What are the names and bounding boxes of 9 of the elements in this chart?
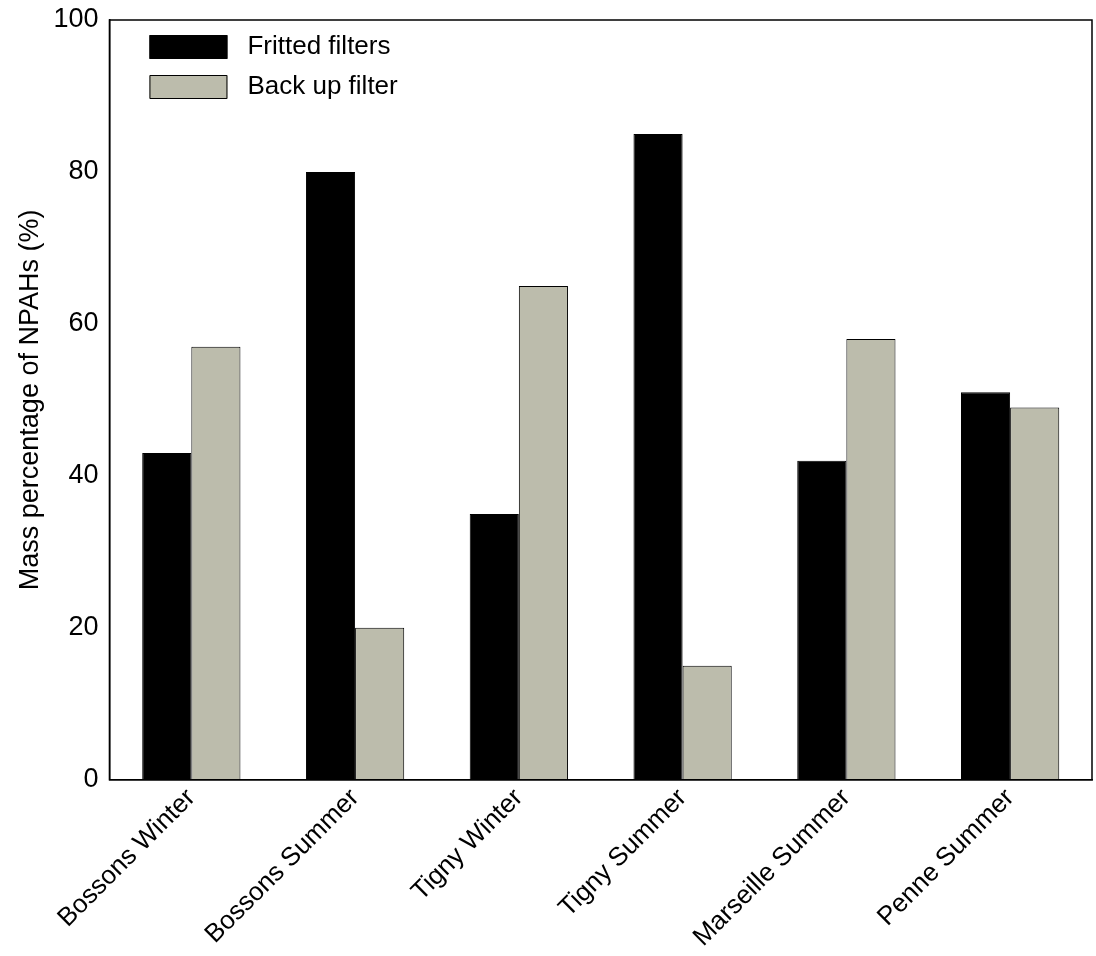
y-tick-label: 60 — [68, 307, 99, 338]
y-tick-label: 0 — [83, 763, 99, 794]
y-tick-label: 20 — [68, 611, 99, 642]
y-axis-title: Mass percentage of NPAHs (%) — [13, 209, 44, 591]
legend-label: Fritted filters — [247, 30, 391, 61]
legend-label: Back up filter — [247, 70, 399, 101]
y-tick-label: 100 — [53, 3, 99, 34]
y-tick-label: 80 — [68, 155, 99, 186]
y-tick-label: 40 — [68, 459, 99, 490]
